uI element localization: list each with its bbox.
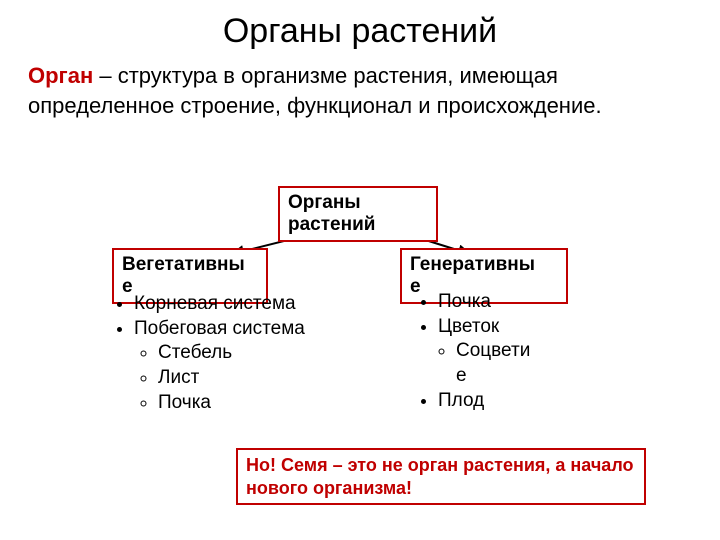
- list-item-label: е: [456, 365, 467, 386]
- list-item-label: Почка: [158, 392, 211, 413]
- list-item-label: Почка: [438, 291, 491, 312]
- list-item: Плод: [438, 389, 596, 414]
- list-item: Соцвети е: [456, 339, 596, 388]
- list-item-label: Цветок: [438, 316, 499, 337]
- list-item: Стебель: [158, 341, 372, 366]
- list-item: Цветок Соцвети е: [438, 315, 596, 389]
- list-item: Лист: [158, 366, 372, 391]
- note-box: Но! Семя – это не орган растения, а нача…: [236, 448, 646, 505]
- sub-list: Стебель Лист Почка: [134, 341, 372, 415]
- list-item-label: Соцвети: [456, 340, 530, 361]
- list-item: Корневая система: [134, 292, 372, 317]
- root-node: Органы растений: [278, 186, 438, 242]
- generative-list: Почка Цветок Соцвети е Плод: [416, 290, 596, 413]
- list-item: Почка: [158, 391, 372, 416]
- right-node-line1: Генеративны: [410, 254, 535, 275]
- list-item: Почка: [438, 290, 596, 315]
- left-node-line1: Вегетативны: [122, 254, 245, 275]
- list-item-label: Стебель: [158, 342, 232, 363]
- list-item-label: Плод: [438, 390, 484, 411]
- root-node-line2: растений: [288, 214, 375, 235]
- list-item-label: Побеговая система: [134, 318, 305, 339]
- list-item-label: Корневая система: [134, 293, 296, 314]
- list-item-label: Лист: [158, 367, 199, 388]
- list-item: Побеговая система Стебель Лист Почка: [134, 317, 372, 416]
- root-node-line1: Органы: [288, 192, 361, 213]
- vegetative-list: Корневая система Побеговая система Стебе…: [112, 292, 372, 415]
- sub-list: Соцвети е: [438, 339, 596, 388]
